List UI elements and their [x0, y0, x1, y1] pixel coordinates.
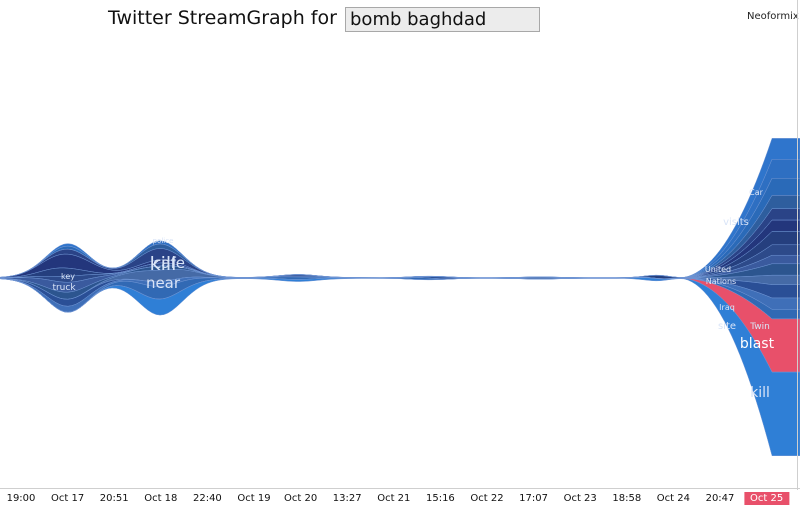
- time-tick-8[interactable]: Oct 21: [377, 493, 411, 504]
- stream-layer-1[interactable]: [0, 277, 800, 373]
- search-input[interactable]: [345, 7, 540, 32]
- header-bar: Twitter StreamGraph for Neoformix: [0, 0, 800, 40]
- right-divider: [797, 0, 798, 490]
- time-tick-1[interactable]: Oct 17: [50, 493, 85, 504]
- time-tick-0[interactable]: 19:00: [6, 493, 36, 504]
- page-title: Twitter StreamGraph for: [108, 7, 337, 29]
- time-axis: 19:00 Oct 17 20:51 Oct 18 22:40 Oct 19 Oct 20 1…: [0, 489, 800, 514]
- time-tick-4[interactable]: 22:40: [192, 493, 222, 504]
- time-tick-2[interactable]: 20:51: [99, 493, 129, 504]
- stream-layer-12[interactable]: [0, 195, 800, 279]
- stream-layer-14[interactable]: [0, 159, 800, 278]
- time-tick-6[interactable]: Oct 20: [283, 493, 318, 504]
- stream-layer-13[interactable]: [0, 178, 800, 279]
- stream-layer-0[interactable]: [0, 277, 800, 456]
- time-tick-13[interactable]: 18:58: [612, 493, 642, 504]
- time-tick-9[interactable]: 15:16: [425, 493, 455, 504]
- time-axis-line: [0, 488, 800, 489]
- stream-layer-15[interactable]: [0, 138, 800, 278]
- time-tick-16[interactable]: Oct 25: [743, 492, 790, 505]
- time-tick-7[interactable]: 13:27: [332, 493, 362, 504]
- time-tick-3[interactable]: Oct 18: [144, 493, 178, 504]
- time-tick-12[interactable]: Oct 23: [563, 493, 597, 504]
- time-tick-15[interactable]: 20:47: [705, 493, 735, 504]
- time-tick-10[interactable]: Oct 22: [470, 493, 504, 504]
- time-tick-11[interactable]: 17:07: [519, 493, 549, 504]
- time-tick-14[interactable]: Oct 24: [656, 493, 690, 504]
- brand-link[interactable]: Neoformix: [747, 11, 799, 22]
- stream-layer-2[interactable]: [0, 276, 800, 320]
- time-tick-5[interactable]: Oct 19: [237, 493, 271, 504]
- stream-layer-11[interactable]: [0, 208, 800, 279]
